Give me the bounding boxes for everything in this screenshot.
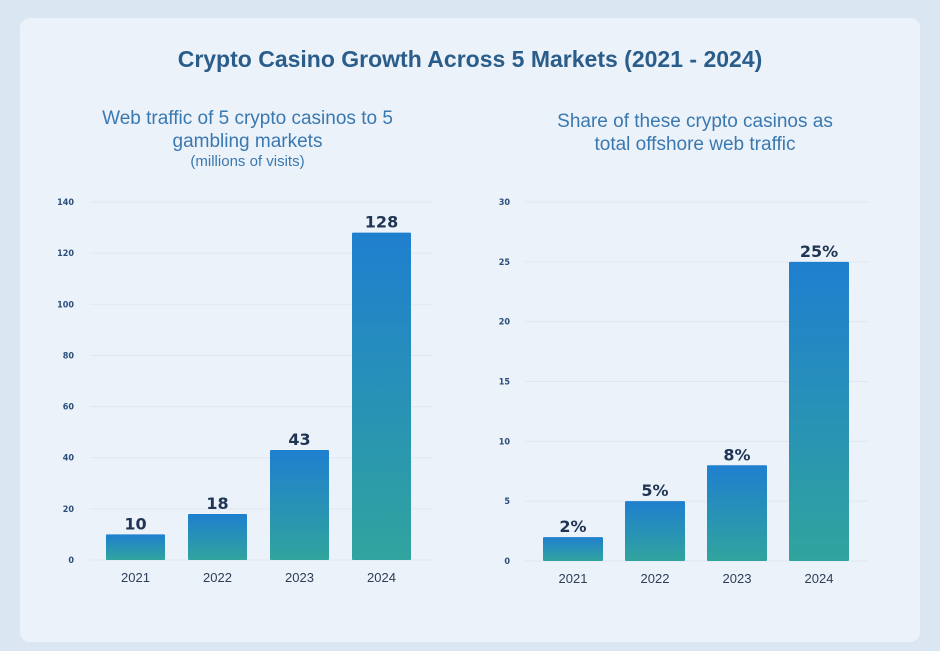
y-tick-label: 100 — [57, 300, 74, 310]
x-tick-label: 2024 — [805, 571, 834, 586]
bar — [543, 537, 603, 561]
x-tick-label: 2024 — [367, 570, 396, 585]
y-tick-label: 20 — [63, 505, 75, 515]
x-tick-label: 2022 — [203, 570, 232, 585]
x-tick-label: 2022 — [641, 571, 670, 586]
data-label: 2% — [559, 517, 586, 536]
data-label: 128 — [365, 213, 398, 232]
x-tick-label: 2021 — [559, 571, 588, 586]
data-label: 5% — [641, 481, 668, 500]
bar — [270, 450, 329, 560]
x-tick-label: 2023 — [285, 570, 314, 585]
data-label: 25% — [800, 242, 838, 261]
bar — [106, 534, 165, 560]
left-bar-chart: 0 20 40 60 80 100 120 140 10 2021 18 2022 43 2023 128 2… — [57, 198, 432, 585]
data-label: 18 — [206, 494, 228, 513]
y-tick-label: 5 — [504, 497, 510, 507]
data-label: 10 — [124, 514, 146, 533]
y-tick-label: 10 — [499, 437, 511, 447]
y-tick-label: 0 — [68, 556, 74, 566]
bar — [352, 233, 411, 560]
x-tick-label: 2023 — [723, 571, 752, 586]
y-tick-label: 140 — [57, 198, 74, 208]
y-tick-label: 30 — [499, 198, 511, 208]
y-tick-label: 60 — [63, 403, 75, 413]
y-tick-label: 15 — [499, 378, 511, 388]
data-label: 8% — [723, 445, 750, 464]
bar — [625, 501, 685, 561]
bar — [789, 262, 849, 561]
data-label: 43 — [288, 430, 310, 449]
y-tick-label: 0 — [504, 557, 510, 567]
y-tick-label: 20 — [499, 318, 511, 328]
y-tick-label: 120 — [57, 249, 74, 259]
y-tick-label: 40 — [63, 454, 75, 464]
bar — [707, 465, 767, 561]
x-tick-label: 2021 — [121, 570, 150, 585]
right-bar-chart: 0 5 10 15 20 25 30 2% 2021 5% 2022 8% 2023 25% 2024 — [499, 198, 868, 586]
bar — [188, 514, 247, 560]
y-tick-label: 25 — [499, 258, 511, 268]
y-tick-label: 80 — [63, 351, 75, 361]
